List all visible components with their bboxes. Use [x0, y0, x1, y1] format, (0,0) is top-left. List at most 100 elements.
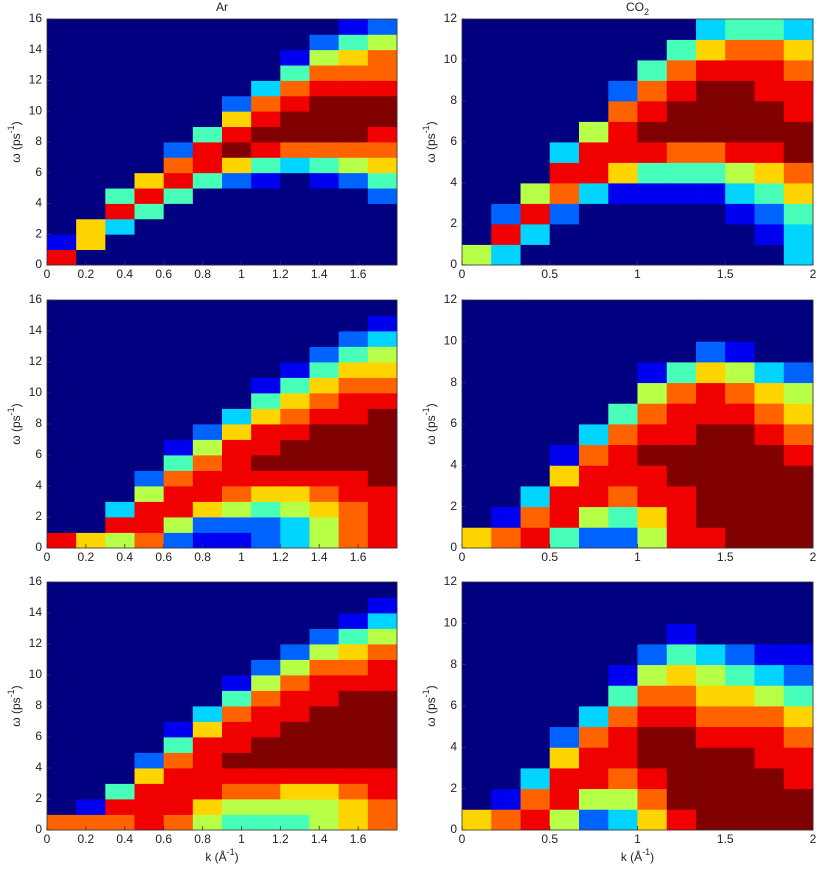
- heat-cell: [280, 517, 310, 533]
- heat-cell: [251, 783, 281, 800]
- y-tick-label: 6: [450, 134, 457, 148]
- heat-cell: [105, 675, 135, 691]
- heat-cell: [222, 644, 252, 660]
- heat-cell: [105, 690, 135, 707]
- y-axis-label-part: ): [9, 685, 23, 689]
- y-tick-label: 10: [29, 103, 43, 117]
- x-axis-label: k (Å-1): [621, 847, 654, 864]
- heat-cell: [637, 768, 668, 790]
- heat-cell: [666, 80, 697, 102]
- heat-cell: [754, 80, 785, 102]
- heat-cell: [461, 19, 492, 40]
- heat-cell: [696, 768, 726, 790]
- heat-cell: [520, 644, 551, 666]
- heat-cell: [222, 218, 252, 235]
- heat-cell: [280, 126, 310, 143]
- heat-cell: [491, 320, 521, 342]
- heat-cell: [105, 470, 135, 487]
- heat-cell: [309, 799, 340, 815]
- heat-cell: [520, 602, 551, 624]
- heat-cell: [105, 249, 135, 266]
- heat-cell: [222, 362, 252, 378]
- y-axis-label: ω (ps-1): [6, 403, 23, 444]
- heat-cell: [309, 126, 340, 143]
- y-tick-label: 6: [35, 165, 42, 179]
- heat-cell: [76, 300, 106, 316]
- heat-cell: [637, 382, 668, 404]
- heat-cell: [134, 783, 165, 800]
- heat-cell: [338, 218, 369, 235]
- heat-cell: [47, 783, 77, 800]
- heat-cell: [579, 224, 609, 245]
- heat-cell: [47, 218, 77, 235]
- heat-cell: [338, 737, 369, 753]
- heat-cell: [192, 486, 223, 502]
- heat-cell: [367, 249, 398, 266]
- heat-cell: [666, 362, 697, 384]
- heat-cell: [491, 341, 521, 363]
- heat-cell: [338, 644, 369, 660]
- y-axis-label-part: -1: [421, 125, 431, 133]
- heat-cell: [666, 162, 697, 184]
- heat-cell: [367, 706, 398, 722]
- heat-cell: [608, 183, 638, 204]
- y-tick-label: 4: [450, 458, 457, 472]
- heat-cell: [251, 19, 281, 35]
- heat-cell: [637, 121, 668, 143]
- y-tick-label: 10: [29, 667, 43, 681]
- heat-cell: [47, 613, 77, 629]
- heat-cell: [367, 142, 398, 158]
- heat-cell: [520, 706, 551, 728]
- heat-cell: [47, 157, 77, 174]
- heat-cell: [783, 444, 814, 466]
- heat-cell: [105, 752, 135, 769]
- heat-cell: [163, 737, 194, 753]
- heat-cell: [608, 382, 638, 404]
- heat-cell: [725, 788, 755, 810]
- heat-cell: [520, 162, 551, 184]
- heat-cell: [134, 644, 165, 660]
- heat-cell: [754, 486, 785, 508]
- heat-cell: [251, 249, 281, 266]
- heat-cell: [491, 403, 521, 425]
- heat-cell: [637, 80, 668, 102]
- heat-cell: [76, 95, 106, 112]
- heat-cell: [47, 799, 77, 815]
- heat-cell: [608, 747, 638, 769]
- heat-cell: [251, 470, 281, 487]
- heat-cell: [666, 582, 697, 604]
- heat-cell: [134, 721, 165, 738]
- heat-cell: [105, 19, 135, 35]
- heat-cell: [783, 382, 814, 404]
- heat-cell: [105, 439, 135, 456]
- heat-cell: [783, 486, 814, 508]
- heat-cell: [491, 60, 521, 81]
- heat-cell: [76, 424, 106, 440]
- heat-cell: [163, 644, 194, 660]
- heat-cell: [105, 157, 135, 174]
- heat-cell: [520, 424, 551, 446]
- y-tick-label: 10: [444, 52, 458, 66]
- heat-cell: [520, 341, 551, 363]
- heat-cell: [338, 799, 369, 815]
- y-tick-label: 6: [450, 698, 457, 712]
- heat-cell: [105, 80, 135, 97]
- heat-cell: [76, 203, 106, 220]
- heat-cell: [608, 486, 638, 508]
- heat-cell: [367, 582, 398, 598]
- heat-cell: [666, 382, 697, 404]
- heat-cell: [47, 19, 77, 35]
- heat-cell: [163, 783, 194, 800]
- heat-cell: [725, 362, 755, 384]
- heat-cell: [105, 300, 135, 316]
- heat-cell: [47, 377, 77, 394]
- heat-cell: [134, 172, 165, 189]
- heat-cell: [338, 628, 369, 645]
- heat-cell: [280, 218, 310, 235]
- heat-cell: [309, 721, 340, 738]
- heat-cell: [754, 685, 785, 707]
- heat-cell: [309, 501, 340, 518]
- heat-cell: [280, 424, 310, 440]
- heat-cell: [491, 424, 521, 446]
- x-tick-label: 0.5: [541, 267, 558, 281]
